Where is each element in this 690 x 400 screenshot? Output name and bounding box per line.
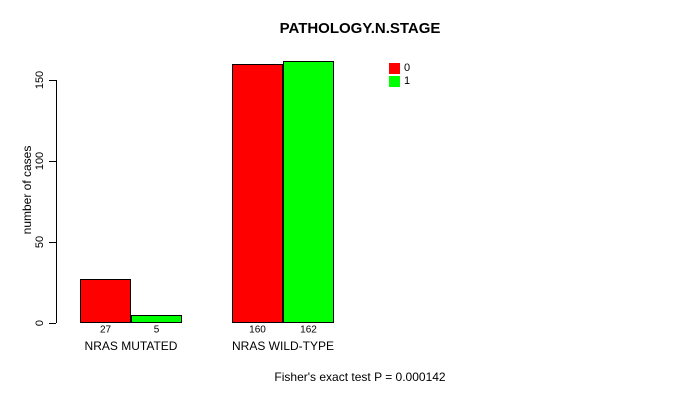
bar-series1-group0	[131, 314, 182, 323]
legend-label-0: 0	[404, 62, 411, 74]
bar-value-label: 27	[99, 324, 112, 336]
chart-title: PATHOLOGY.N.STAGE	[279, 20, 441, 37]
category-label: NRAS WILD-TYPE	[231, 339, 335, 353]
legend: 0 1	[389, 63, 410, 87]
y-axis-label: number of cases	[20, 145, 34, 235]
y-tick-mark-50	[49, 241, 56, 243]
bar-series1-group1	[283, 60, 334, 323]
legend-swatch-red	[389, 63, 400, 74]
y-axis-line	[56, 80, 57, 323]
bar-series0-group0	[80, 279, 131, 323]
bar-value-label: 160	[249, 324, 266, 336]
y-tick-label-0: 0	[34, 319, 46, 327]
y-tick-label-100: 100	[34, 151, 46, 171]
bar-value-label: 5	[153, 324, 160, 336]
bar-value-label: 162	[300, 324, 317, 336]
legend-label-1: 1	[404, 75, 411, 87]
y-tick-label-150: 150	[34, 70, 46, 90]
y-tick-mark-0	[49, 322, 56, 324]
category-label: NRAS MUTATED	[84, 339, 178, 353]
y-tick-label-50: 50	[34, 235, 46, 249]
legend-entry-0: 0	[389, 63, 410, 74]
legend-swatch-green	[389, 76, 400, 87]
legend-entry-1: 1	[389, 76, 410, 87]
annotation-text: Fisher's exact test P = 0.000142	[274, 370, 446, 384]
bar-series0-group1	[232, 63, 283, 323]
y-tick-mark-150	[49, 79, 56, 81]
y-tick-mark-100	[49, 160, 56, 162]
